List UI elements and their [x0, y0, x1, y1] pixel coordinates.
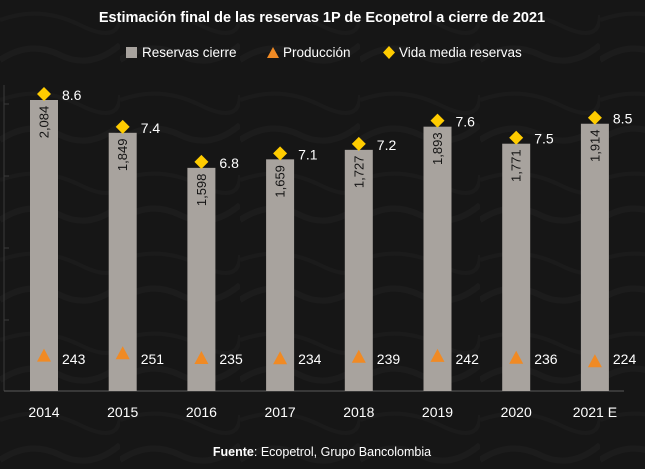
legend-diamond-icon: [383, 46, 395, 59]
vida-media-label: 7.2: [377, 137, 397, 153]
produccion-marker: [430, 348, 445, 362]
bar-reservas-2014: [30, 100, 58, 391]
vida-media-marker: [509, 130, 524, 145]
produccion-marker: [37, 348, 51, 362]
x-tick-label: 2015: [107, 404, 138, 420]
produccion-label: 243: [62, 351, 86, 367]
vida-media-marker: [37, 87, 51, 101]
x-tick-label: 2019: [422, 404, 453, 420]
produccion-marker: [194, 351, 209, 364]
bar-reservas-2021-E: [580, 123, 609, 391]
vida-media-marker: [430, 113, 445, 128]
bar-value-label: 1,849: [115, 139, 130, 172]
produccion-marker: [351, 349, 366, 363]
y-axis-ticks: [4, 103, 9, 321]
vida-media-marker: [115, 119, 130, 134]
produccion-label: 236: [534, 351, 558, 367]
chart-title: Estimación final de las reservas 1P de E…: [99, 10, 545, 26]
x-axis-labels: 2014 2015 2016 2017 2018 2019 2020 2021 E: [28, 404, 617, 420]
source-text: : Ecopetrol, Grupo Bancolombia: [254, 445, 431, 459]
produccion-marker: [587, 354, 602, 368]
bar-reservas-2020: [502, 143, 531, 391]
x-tick-label: 2017: [265, 404, 296, 420]
vida-media-label: 6.8: [219, 155, 239, 171]
legend-bar-swatch: [126, 47, 137, 58]
vida-media-label: 7.6: [456, 114, 476, 130]
legend-label-reservas: Reservas cierre: [142, 45, 237, 60]
x-tick-label: 2021 E: [573, 404, 617, 420]
bar-value-label: 1,727: [351, 156, 366, 189]
source-label: Fuente: [213, 445, 254, 459]
produccion-label: 224: [613, 351, 637, 367]
produccion-markers-group: 243 251 235 234 239 242 236 224: [37, 346, 637, 368]
bar-labels-group: 2,084 1,849 1,598 1,659 1,727 1,893 1,771 1,914: [37, 106, 603, 206]
produccion-marker: [115, 346, 130, 360]
x-tick-label: 2018: [343, 404, 374, 420]
vida-media-label: 8.6: [62, 87, 82, 103]
x-tick-label: 2020: [501, 404, 532, 420]
bar-value-label: 2,084: [37, 106, 52, 139]
legend: Reservas cierre Producción Vida media re…: [126, 45, 522, 60]
legend-triangle-icon: [267, 47, 279, 58]
bar-reservas-2019: [423, 126, 452, 391]
vida-media-label: 7.1: [298, 146, 318, 162]
produccion-label: 239: [377, 351, 401, 367]
produccion-label: 234: [298, 351, 322, 367]
vida-media-label: 7.5: [534, 131, 554, 147]
vida-media-marker: [273, 146, 288, 161]
produccion-marker: [273, 351, 288, 365]
x-tick-label: 2016: [186, 404, 217, 420]
produccion-label: 242: [456, 351, 480, 367]
vida-media-marker: [587, 110, 602, 125]
bar-value-label: 1,914: [587, 129, 602, 162]
bar-value-label: 1,598: [194, 174, 209, 207]
vida-media-marker: [351, 136, 366, 151]
x-tick-label: 2014: [28, 404, 59, 420]
bar-value-label: 1,771: [509, 149, 524, 182]
legend-label-vida-media: Vida media reservas: [399, 45, 522, 60]
bar-value-label: 1,659: [273, 165, 288, 198]
bar-value-label: 1,893: [430, 132, 445, 165]
legend-label-produccion: Producción: [283, 45, 351, 60]
produccion-label: 251: [141, 351, 165, 367]
vida-media-markers-group: 8.6 7.4 6.8 7.1 7.2 7.6 7.5 8.5: [37, 87, 633, 171]
vida-media-label: 7.4: [141, 120, 161, 136]
vida-media-marker: [194, 154, 209, 169]
produccion-label: 235: [219, 351, 243, 367]
source-note: Fuente: Ecopetrol, Grupo Bancolombia: [213, 445, 431, 459]
produccion-marker: [509, 350, 524, 364]
bars-group: [30, 100, 609, 391]
vida-media-label: 8.5: [613, 111, 633, 127]
